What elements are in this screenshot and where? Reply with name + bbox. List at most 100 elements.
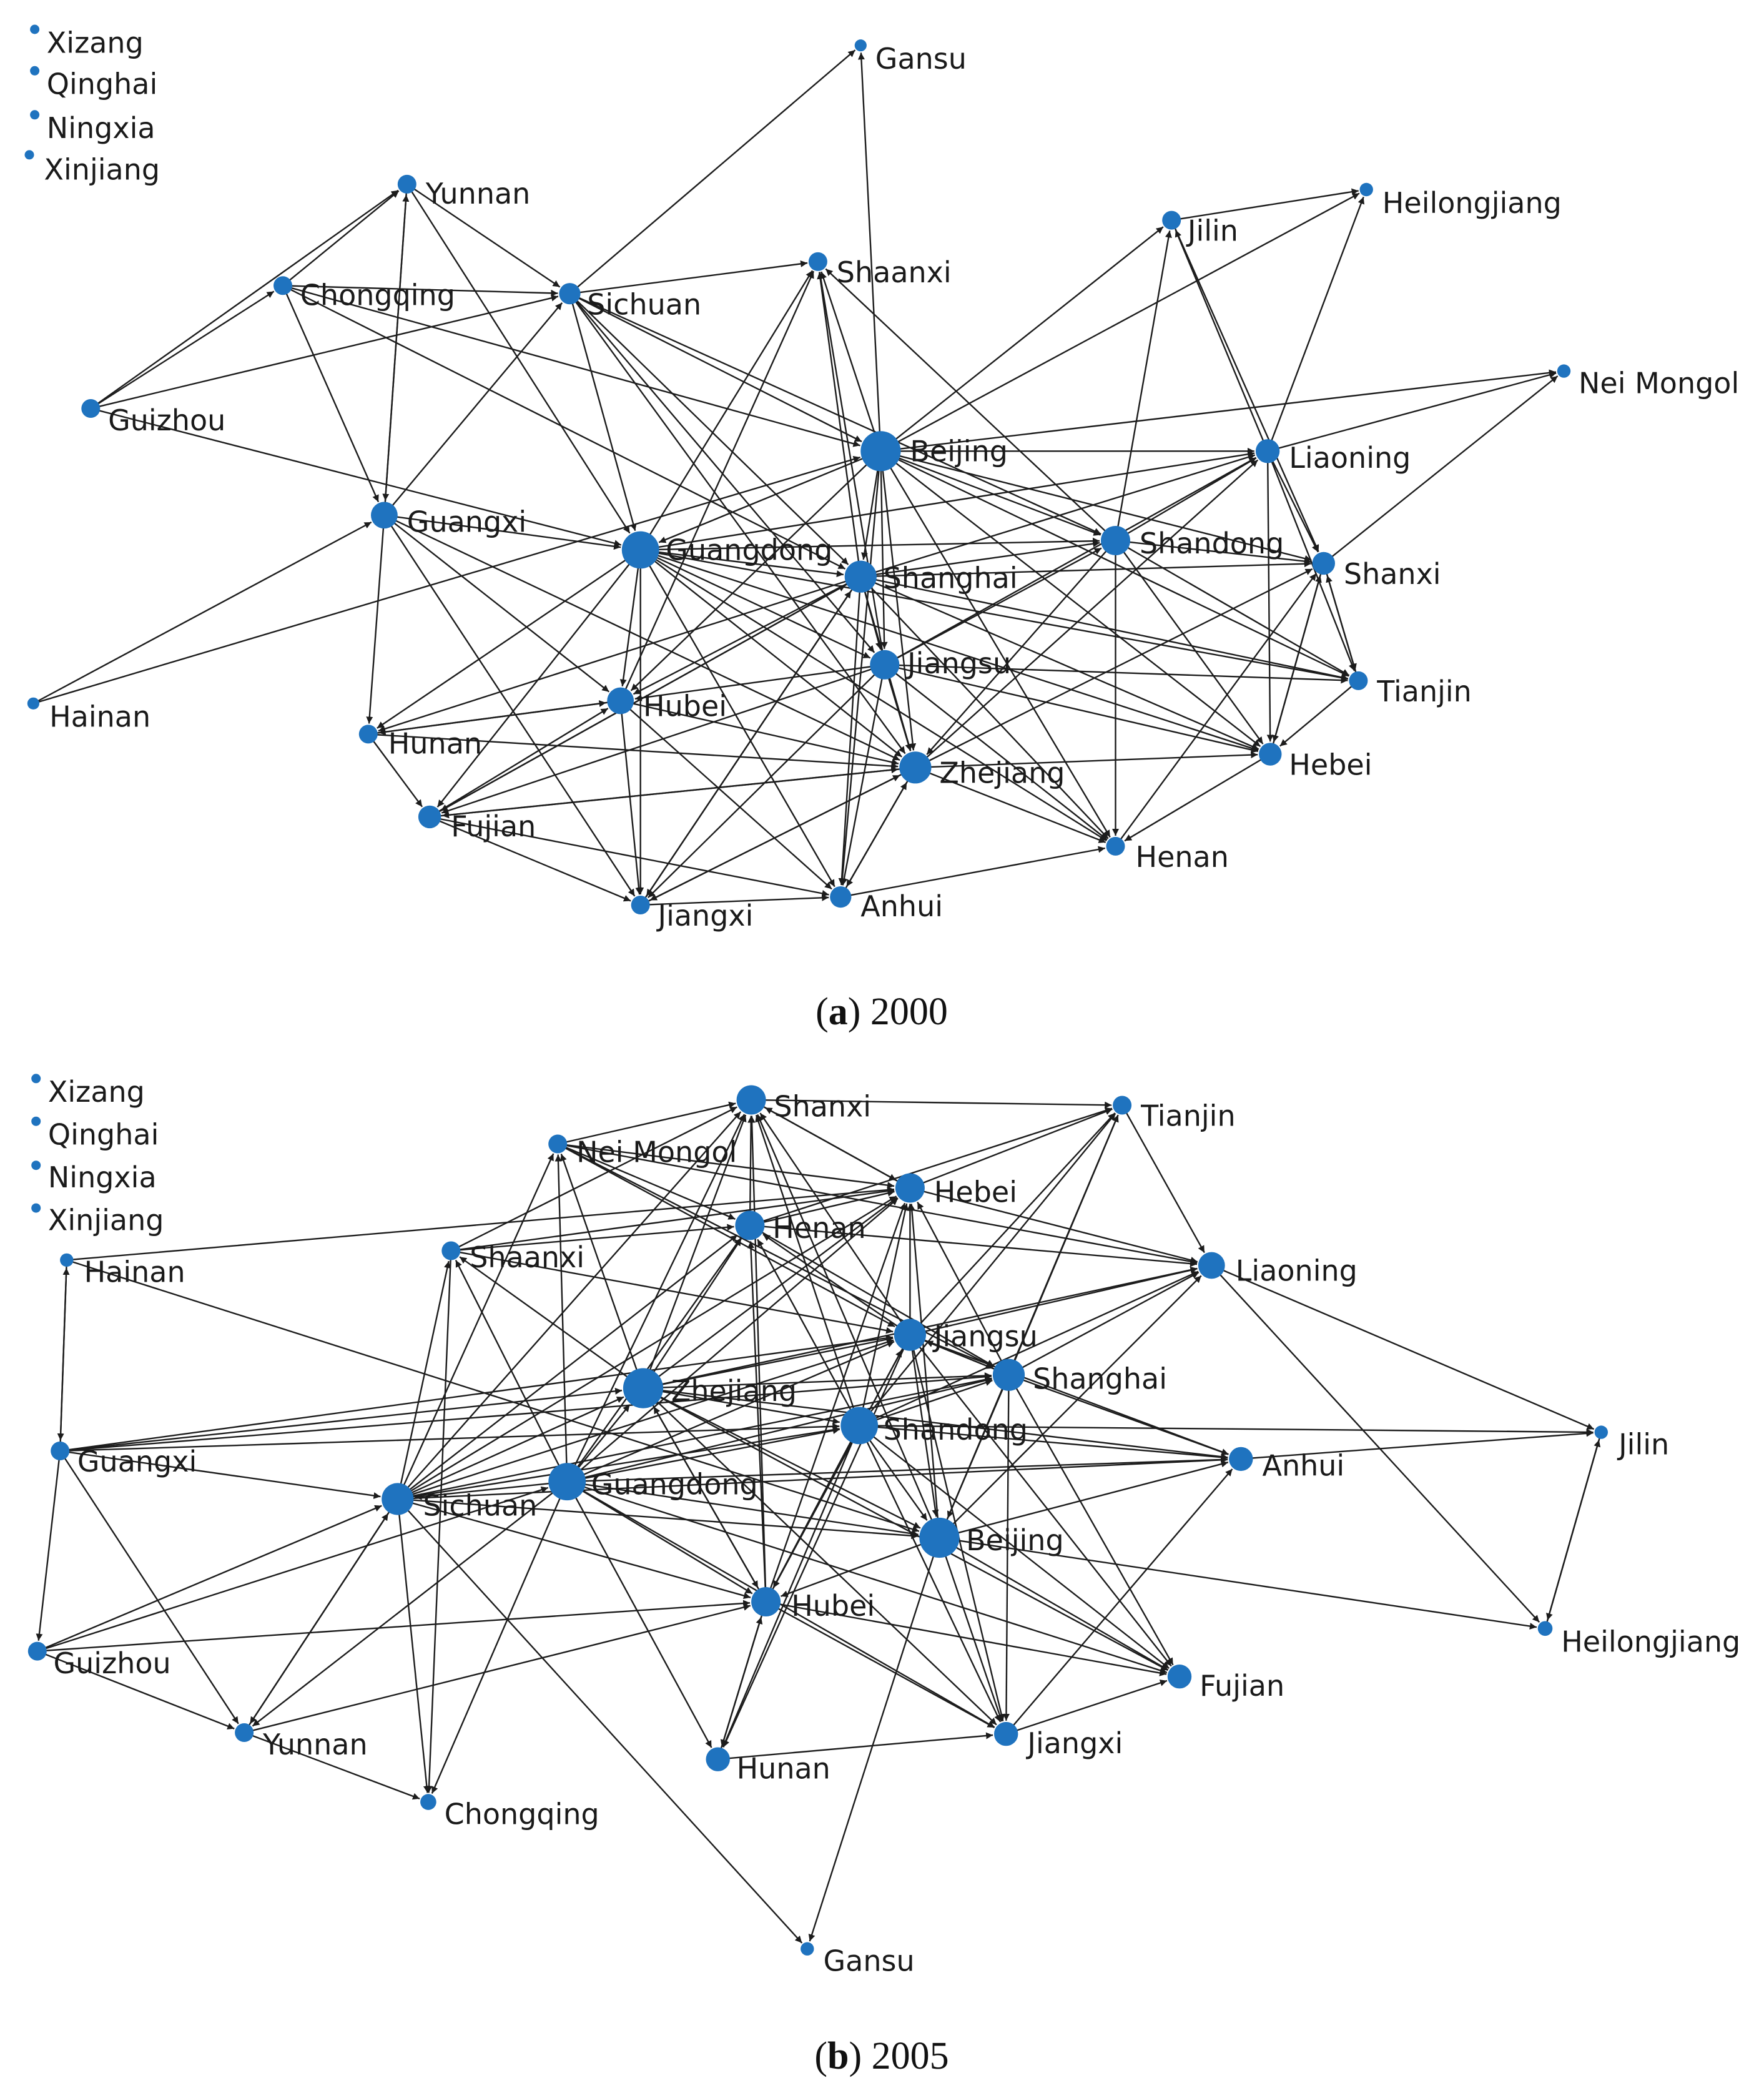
edge-guangdong-to-zhejiang bbox=[649, 556, 902, 758]
edge-hubei-to-henan bbox=[747, 1241, 767, 1593]
node-fujian bbox=[418, 805, 441, 829]
edge-beijing-to-shanxi bbox=[892, 453, 1312, 562]
edge-shaanxi-to-chongqing bbox=[425, 1256, 452, 1793]
edge-sichuan-to-shaanxi bbox=[576, 260, 808, 294]
edge-shanghai-to-henan bbox=[867, 583, 1109, 839]
edge-sichuan-to-gansu bbox=[574, 49, 856, 290]
edge-beijing-to-tianjin bbox=[943, 1114, 1119, 1527]
edge-henan-to-liaoning bbox=[758, 1225, 1198, 1267]
edge-guangxi-to-zhejiang bbox=[65, 1387, 623, 1452]
edge-yunnan-to-hubei bbox=[249, 1604, 751, 1732]
node-jiangsu bbox=[894, 1319, 926, 1351]
edge-guangdong-to-yunnan bbox=[252, 1488, 559, 1727]
edge-jiangsu-to-hebei bbox=[893, 666, 1258, 753]
node-label-shanxi: Shanxi bbox=[1344, 557, 1441, 591]
edge-guangdong-to-shanghai bbox=[578, 1377, 992, 1480]
edge-shanghai-to-liaoning bbox=[1017, 1272, 1200, 1371]
edge-beijing-to-jiangxi bbox=[942, 1548, 1003, 1722]
node-ningxia bbox=[30, 110, 40, 120]
node-label-xizang: Xizang bbox=[48, 1075, 145, 1109]
edge-hubei-to-shaanxi bbox=[623, 270, 815, 694]
node-label-jiangsu: Jiangsu bbox=[932, 1319, 1038, 1353]
edge-nei-mongol-to-jiangsu bbox=[562, 1145, 895, 1328]
edge-beijing-to-jilin bbox=[889, 226, 1164, 445]
edge-zhejiang-to-hebei bbox=[925, 751, 1258, 768]
edge-shanghai-to-hubei bbox=[633, 580, 853, 695]
node-hainan bbox=[27, 697, 40, 710]
edge-beijing-to-hebei bbox=[908, 1204, 939, 1526]
edge-fujian-to-hubei bbox=[435, 708, 609, 814]
node-label-shandong: Shandong bbox=[1140, 527, 1284, 560]
edge-zhejiang-to-shandong bbox=[654, 1389, 840, 1425]
edge-fujian-to-jiangxi bbox=[435, 818, 631, 902]
edge-hubei-to-hebei bbox=[768, 1202, 906, 1594]
node-label-shanghai: Shanghai bbox=[884, 561, 1018, 595]
edge-sichuan-to-hubei bbox=[407, 1500, 751, 1600]
edge-guizhou-to-yunnan bbox=[94, 189, 399, 406]
edge-shaanxi-to-hebei bbox=[456, 1187, 895, 1251]
edge-shanghai-to-hebei bbox=[869, 580, 1259, 750]
edge-shandong-to-fujian bbox=[867, 1432, 1170, 1670]
node-label-hubei: Hubei bbox=[791, 1589, 875, 1623]
edge-layer bbox=[36, 1099, 1601, 1944]
node-label-liaoning: Liaoning bbox=[1236, 1254, 1357, 1288]
edge-henan-to-shanxi bbox=[747, 1116, 755, 1217]
node-guangxi bbox=[371, 502, 398, 529]
node-guizhou bbox=[27, 1641, 47, 1661]
edge-jiangsu-to-tianjin bbox=[915, 1112, 1116, 1329]
edge-guangdong-to-hubei bbox=[576, 1487, 753, 1595]
edge-beijing-to-shaanxi bbox=[820, 271, 878, 440]
edge-jiangsu-to-liaoning bbox=[892, 457, 1257, 661]
node-label-beijing: Beijing bbox=[910, 434, 1008, 468]
edge-zhejiang-to-jiangxi bbox=[651, 1396, 997, 1726]
edge-beijing-to-heilongjiang bbox=[951, 1538, 1537, 1630]
edge-beijing-to-guangdong bbox=[658, 455, 870, 543]
node-label-hunan: Hunan bbox=[737, 1752, 830, 1786]
node-label-shanghai: Shanghai bbox=[1033, 1362, 1167, 1396]
node-fujian bbox=[1167, 1665, 1192, 1689]
node-label-henan: Henan bbox=[772, 1211, 865, 1245]
edge-shandong-to-shanxi bbox=[755, 1114, 857, 1415]
edge-yunnan-to-sichuan bbox=[411, 186, 561, 288]
edge-sichuan-to-guangdong bbox=[571, 299, 637, 532]
edge-jiangsu-to-shanxi bbox=[759, 1112, 905, 1328]
edge-hubei-to-jiangsu bbox=[769, 1349, 903, 1595]
edge-guangdong-to-anhui bbox=[645, 559, 835, 888]
node-label-gansu: Gansu bbox=[875, 42, 967, 76]
node-shaanxi bbox=[441, 1241, 461, 1260]
edge-guangdong-to-shandong bbox=[651, 537, 1100, 551]
edge-hubei-to-fujian bbox=[774, 1602, 1167, 1676]
node-guangdong bbox=[621, 531, 659, 569]
node-label-zhejiang: Zhejiang bbox=[671, 1374, 797, 1408]
edge-zhejiang-to-henan bbox=[924, 770, 1106, 843]
edge-anhui-to-jilin bbox=[1248, 1430, 1594, 1460]
edge-zhejiang-to-shanxi bbox=[924, 568, 1313, 764]
edge-jilin-to-heilongjiang bbox=[1176, 188, 1359, 220]
node-gansu bbox=[801, 1942, 814, 1956]
node-shanghai bbox=[844, 560, 877, 593]
edge-shandong-to-zhejiang bbox=[926, 547, 1110, 755]
node-henan bbox=[1106, 836, 1125, 856]
edge-guangxi-to-zhejiang bbox=[391, 518, 900, 761]
caption-b-year: 2005 bbox=[872, 2035, 949, 2077]
node-label-hebei: Hebei bbox=[1289, 748, 1372, 782]
edge-zhejiang-to-hebei bbox=[652, 1197, 898, 1382]
edge-nei-mongol-to-liaoning bbox=[563, 1144, 1198, 1265]
node-label-xizang: Xizang bbox=[47, 26, 144, 59]
edge-hunan-to-hubei bbox=[373, 700, 606, 735]
edge-shandong-to-jiangxi bbox=[863, 1435, 1002, 1723]
node-qinghai bbox=[31, 1116, 41, 1126]
node-label-qinghai: Qinghai bbox=[47, 67, 157, 101]
edge-guangdong-to-beijing bbox=[578, 1482, 919, 1537]
edge-chongqing-to-yunnan bbox=[287, 190, 400, 283]
node-label-shaanxi: Shaanxi bbox=[470, 1240, 584, 1274]
edge-zhejiang-to-shanghai bbox=[655, 1372, 992, 1389]
network-panel-2000: Xizang Qinghai Ningxia Xinjiang Gansu Yunnan H… bbox=[24, 24, 1739, 933]
node-tianjin bbox=[1349, 671, 1368, 690]
node-shanghai bbox=[992, 1358, 1025, 1391]
edge-sichuan-to-shandong bbox=[407, 1426, 840, 1498]
edge-sichuan-to-shanghai bbox=[573, 297, 849, 565]
node-guangxi bbox=[51, 1442, 70, 1460]
node-label-hainan: Hainan bbox=[84, 1255, 185, 1289]
edge-jiangsu-to-henan bbox=[762, 1234, 903, 1330]
